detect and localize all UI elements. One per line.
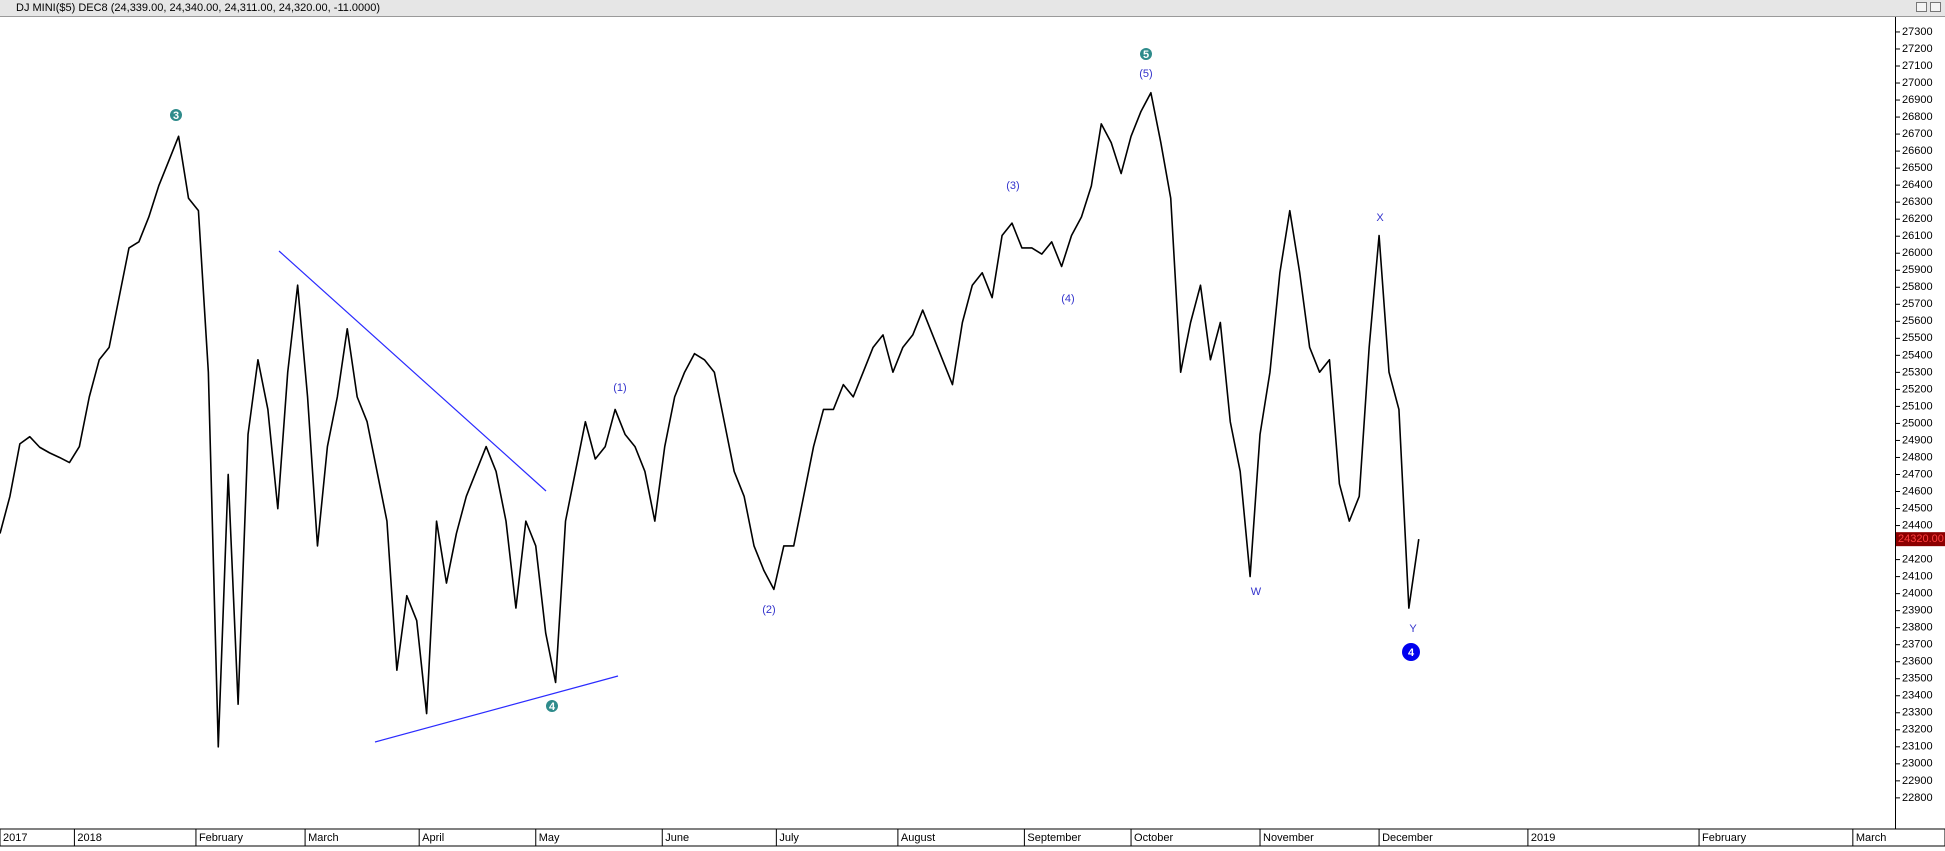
y-tick-label: 26000 <box>1902 247 1933 259</box>
x-tick-label: August <box>901 832 935 844</box>
wave-label: (4) <box>1061 293 1074 305</box>
wave-label: 3 <box>173 110 179 122</box>
y-tick-label: 26800 <box>1902 111 1933 123</box>
x-tick-label: May <box>539 832 560 844</box>
y-tick-label: 25200 <box>1902 383 1933 395</box>
wave-label: W <box>1251 586 1262 598</box>
wave-label: 4 <box>1408 647 1415 659</box>
y-tick-label: 24000 <box>1902 588 1933 600</box>
y-tick-label: 23000 <box>1902 758 1933 770</box>
y-tick-label: 26300 <box>1902 196 1933 208</box>
y-tick-label: 25000 <box>1902 417 1933 429</box>
wave-label: 5 <box>1143 49 1149 61</box>
window-buttons <box>1916 2 1941 12</box>
window-title: DJ MINI($5) DEC8 (24,339.00, 24,340.00, … <box>16 2 381 14</box>
y-tick-label: 25800 <box>1902 281 1933 293</box>
wave-label: X <box>1376 212 1384 224</box>
wave-marker <box>1402 643 1420 661</box>
x-tick-label: February <box>1702 832 1747 844</box>
x-tick-label: November <box>1263 832 1314 844</box>
restore-button[interactable] <box>1916 2 1927 12</box>
wave-label: (2) <box>762 604 775 616</box>
wave-label: Y <box>1409 623 1417 635</box>
y-tick-label: 25400 <box>1902 349 1933 361</box>
y-tick-label: 23400 <box>1902 690 1933 702</box>
chart: 22800 22900 23000 23100 23200 23300 23400 23500… <box>0 17 1945 847</box>
x-tick-label: June <box>665 832 689 844</box>
y-tick-label: 26500 <box>1902 162 1933 174</box>
x-tick-label: 2018 <box>77 832 101 844</box>
x-tick-label: 2019 <box>1531 832 1555 844</box>
y-tick-label: 24100 <box>1902 571 1933 583</box>
y-tick-label: 27100 <box>1902 60 1933 72</box>
y-tick-label: 26200 <box>1902 213 1933 225</box>
trend-line <box>374 675 619 743</box>
last-price-label: 24320.00 <box>1898 533 1944 545</box>
y-tick-label: 24600 <box>1902 485 1933 497</box>
y-tick-label: 25100 <box>1902 400 1933 412</box>
last-price-box <box>1896 532 1945 547</box>
x-tick-label: December <box>1382 832 1433 844</box>
y-tick-label: 26400 <box>1902 179 1933 191</box>
y-tick-label: 23200 <box>1902 724 1933 736</box>
x-tick-label: March <box>1856 832 1887 844</box>
x-axis-bar <box>0 828 1945 847</box>
y-tick-label: 24500 <box>1902 502 1933 514</box>
y-tick-label: 23900 <box>1902 605 1933 617</box>
y-tick-label: 23300 <box>1902 707 1933 719</box>
y-tick-label: 26100 <box>1902 230 1933 242</box>
y-tick-label: 25600 <box>1902 315 1933 327</box>
x-tick-label: 2017 <box>3 832 27 844</box>
trend-line <box>278 250 547 492</box>
x-tick-label: September <box>1027 832 1081 844</box>
x-tick-label: October <box>1134 832 1173 844</box>
wave-marker <box>170 109 182 121</box>
y-tick-label: 22800 <box>1902 792 1933 804</box>
y-tick-label: 25900 <box>1902 264 1933 276</box>
y-tick-label: 27200 <box>1902 43 1933 55</box>
wave-label: (1) <box>613 382 626 394</box>
price-line <box>0 91 1420 748</box>
y-tick-label: 23700 <box>1902 639 1933 651</box>
y-tick-label: 27000 <box>1902 77 1933 89</box>
y-tick-label: 26700 <box>1902 128 1933 140</box>
wave-marker <box>546 700 558 712</box>
y-tick-label: 24400 <box>1902 519 1933 531</box>
y-tick-label: 23800 <box>1902 622 1933 634</box>
x-tick-label: April <box>422 832 444 844</box>
x-tick-label: February <box>199 832 244 844</box>
y-tick-label: 22900 <box>1902 775 1933 787</box>
y-tick-label: 26900 <box>1902 94 1933 106</box>
y-tick-label: 25300 <box>1902 366 1933 378</box>
y-tick-label: 27300 <box>1902 26 1933 38</box>
wave-label: (3) <box>1006 180 1019 192</box>
x-tick-label: March <box>308 832 339 844</box>
y-tick-label: 25500 <box>1902 332 1933 344</box>
y-tick-label: 23600 <box>1902 656 1933 668</box>
y-tick-label: 25700 <box>1902 298 1933 310</box>
wave-marker <box>1140 48 1152 60</box>
title-bar: DJ MINI($5) DEC8 (24,339.00, 24,340.00, … <box>0 0 1945 17</box>
y-tick-label: 24800 <box>1902 451 1933 463</box>
plot-area <box>0 17 1895 828</box>
wave-label: (5) <box>1139 68 1152 80</box>
close-button[interactable] <box>1930 2 1941 12</box>
y-tick-label: 24900 <box>1902 434 1933 446</box>
x-tick-label: July <box>779 832 799 844</box>
y-tick-label: 24700 <box>1902 468 1933 480</box>
y-tick-label: 24200 <box>1902 553 1933 565</box>
y-tick-label: 23100 <box>1902 741 1933 753</box>
y-tick-label: 26600 <box>1902 145 1933 157</box>
wave-label: 4 <box>549 701 556 713</box>
y-tick-label: 23500 <box>1902 673 1933 685</box>
